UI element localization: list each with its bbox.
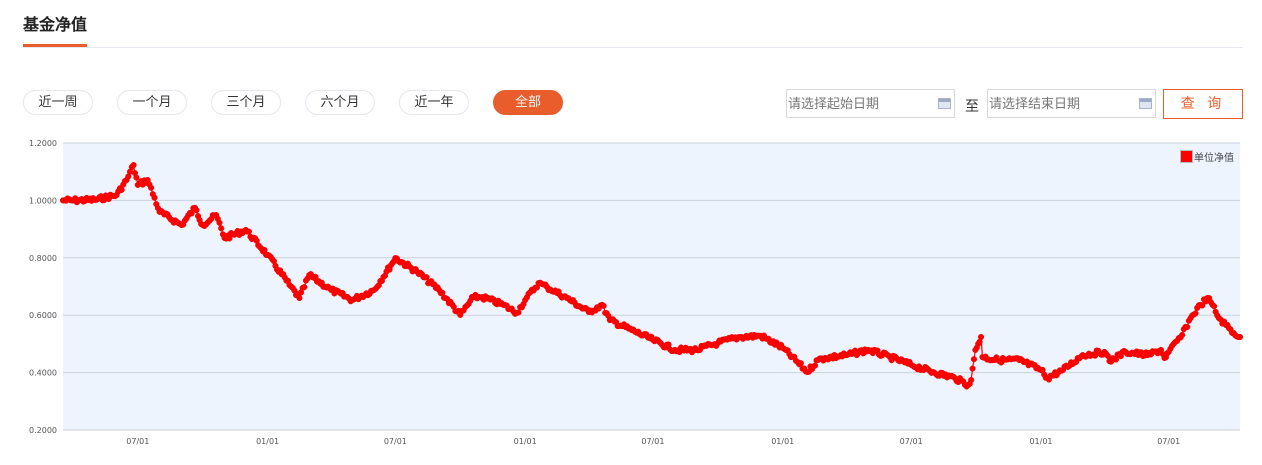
- x-tick-label: 01/01: [1029, 437, 1052, 446]
- start-date-placeholder: 请选择起始日期: [788, 97, 880, 112]
- data-point: [118, 186, 125, 193]
- data-point: [1179, 331, 1186, 339]
- calendar-icon[interactable]: [1139, 98, 1152, 109]
- legend-label: 单位净值: [1194, 153, 1234, 164]
- plot-area: [63, 143, 1240, 430]
- y-tick-label: 0.8000: [29, 254, 57, 263]
- date-separator: 至: [965, 99, 979, 115]
- data-point: [1192, 310, 1199, 317]
- range-button-3m[interactable]: 三个月: [211, 90, 281, 115]
- data-point: [193, 207, 200, 214]
- range-button-week[interactable]: 近一周: [23, 90, 93, 115]
- active-tab-underline: [23, 44, 87, 47]
- data-point: [133, 174, 140, 181]
- y-tick-label: 0.4000: [29, 369, 57, 378]
- data-point: [969, 365, 976, 372]
- x-tick-label: 01/01: [514, 437, 537, 446]
- range-button-1m[interactable]: 一个月: [117, 90, 187, 115]
- x-tick-label: 07/01: [1157, 437, 1180, 446]
- end-date-input[interactable]: 请选择结束日期: [987, 89, 1156, 118]
- data-point: [1184, 324, 1191, 331]
- divider: [23, 47, 1243, 48]
- data-point: [148, 184, 155, 191]
- start-date-input[interactable]: 请选择起始日期: [786, 89, 955, 118]
- data-point: [1236, 333, 1244, 341]
- y-tick-label: 0.6000: [29, 311, 57, 320]
- legend-swatch: [1180, 150, 1193, 163]
- end-date-placeholder: 请选择结束日期: [989, 97, 1081, 112]
- data-point: [970, 356, 978, 363]
- x-tick-label: 07/01: [900, 437, 923, 446]
- data-point: [1112, 356, 1119, 363]
- y-tick-label: 1.2000: [29, 139, 57, 148]
- data-point: [218, 225, 225, 232]
- page-title: 基金净值: [23, 15, 88, 34]
- data-point: [301, 284, 308, 291]
- data-point: [130, 162, 137, 169]
- data-point: [797, 360, 804, 367]
- data-point: [423, 274, 430, 281]
- query-button[interactable]: 查 询: [1163, 89, 1243, 119]
- data-point: [968, 377, 975, 384]
- x-tick-label: 07/01: [641, 437, 664, 446]
- data-point: [151, 194, 158, 201]
- range-button-all[interactable]: 全部: [493, 90, 563, 115]
- data-point: [515, 309, 522, 316]
- data-point: [1211, 303, 1218, 310]
- data-point: [245, 228, 252, 235]
- data-point: [188, 210, 195, 217]
- range-button-6m[interactable]: 六个月: [305, 90, 375, 115]
- y-tick-label: 1.0000: [29, 196, 57, 205]
- data-point: [1199, 302, 1206, 309]
- range-button-1y[interactable]: 近一年: [399, 90, 469, 115]
- chart-legend[interactable]: 单位净值: [1180, 149, 1234, 164]
- x-tick-label: 01/01: [771, 437, 794, 446]
- x-tick-label: 07/01: [384, 437, 407, 446]
- data-point: [296, 294, 303, 302]
- x-tick-label: 07/01: [126, 437, 149, 446]
- calendar-icon[interactable]: [938, 98, 951, 109]
- data-point: [216, 219, 223, 226]
- x-tick-label: 01/01: [256, 437, 279, 446]
- y-tick-label: 0.2000: [29, 426, 57, 435]
- data-point: [600, 302, 607, 309]
- data-point: [977, 333, 985, 341]
- data-point: [811, 362, 819, 369]
